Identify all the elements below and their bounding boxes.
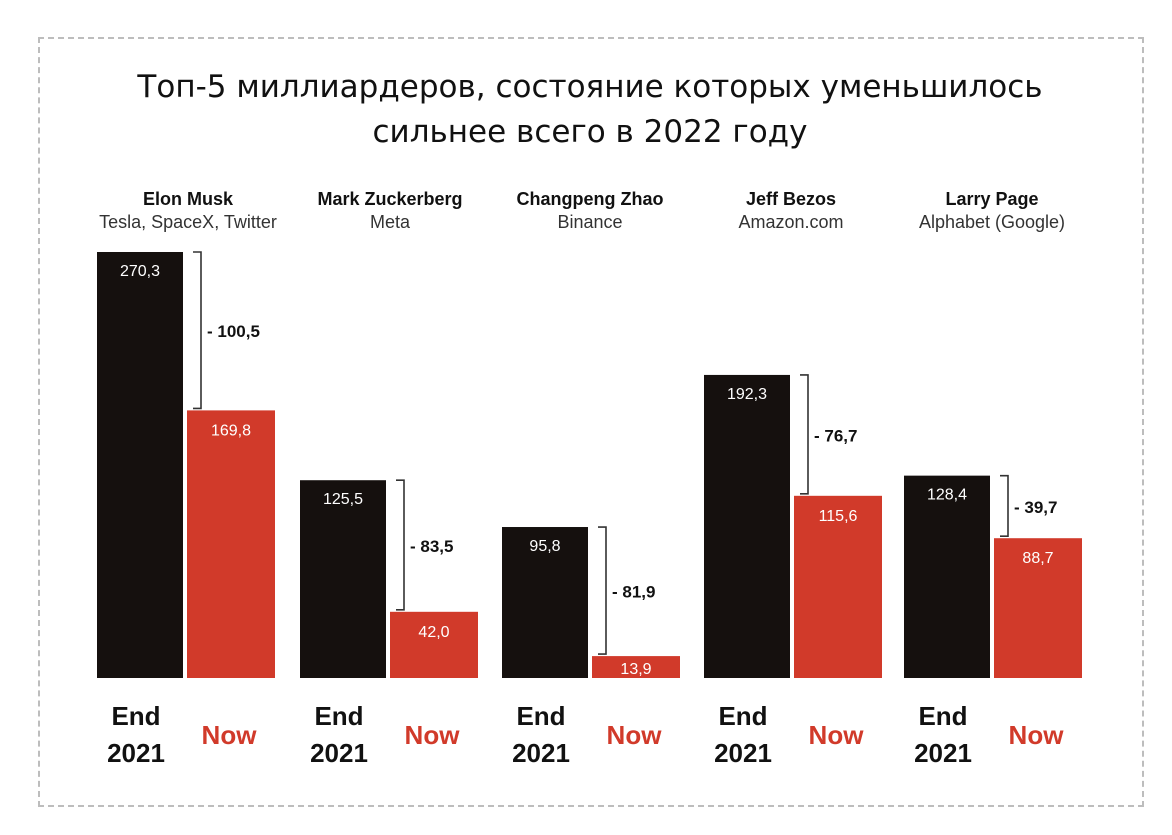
billionaire-name: Changpeng Zhao — [517, 189, 664, 209]
chart-title-line-1: Топ-5 миллиардеров, состояние которых ум… — [137, 69, 1043, 105]
difference-label: - 100,5 — [207, 322, 260, 341]
bar-now — [592, 656, 680, 678]
difference-label: - 76,7 — [814, 426, 857, 445]
x-label-2021: 2021 — [310, 738, 368, 768]
difference-label: - 83,5 — [410, 537, 453, 556]
billionaire-company: Amazon.com — [738, 212, 843, 232]
bar-end-2021 — [904, 475, 990, 678]
bar-end-2021 — [300, 480, 386, 678]
x-label-now: Now — [809, 720, 865, 750]
billionaire-company: Meta — [370, 212, 411, 232]
billionaire-company: Binance — [557, 212, 622, 232]
value-label-end-2021: 125,5 — [323, 491, 363, 508]
difference-bracket — [598, 526, 607, 655]
difference-bracket — [193, 251, 202, 410]
chart-frame — [38, 37, 1144, 807]
difference-label: - 81,9 — [612, 583, 655, 602]
value-label-now: 88,7 — [1022, 550, 1053, 567]
x-label-2021: 2021 — [107, 738, 165, 768]
billionaire-company: Tesla, SpaceX, Twitter — [99, 212, 277, 232]
x-label-2021: 2021 — [914, 738, 972, 768]
difference-bracket — [800, 374, 809, 495]
bar-now — [187, 410, 275, 678]
billionaire-name: Mark Zuckerberg — [317, 189, 462, 209]
bar-now — [794, 495, 882, 678]
bar-end-2021 — [502, 527, 588, 678]
difference-bracket — [396, 479, 405, 611]
x-label-now: Now — [202, 720, 258, 750]
billionaire-name: Jeff Bezos — [746, 189, 836, 209]
value-label-end-2021: 192,3 — [727, 386, 767, 403]
value-label-now: 169,8 — [211, 422, 251, 439]
value-label-end-2021: 95,8 — [529, 538, 560, 555]
bar-end-2021 — [704, 374, 790, 678]
x-label-end: End — [314, 701, 363, 731]
billionaire-company: Alphabet (Google) — [919, 212, 1065, 232]
x-label-end: End — [516, 701, 565, 731]
difference-label: - 39,7 — [1014, 498, 1057, 517]
bar-now — [390, 611, 478, 678]
bar-end-2021 — [97, 252, 183, 678]
billionaire-name: Larry Page — [945, 189, 1038, 209]
x-label-2021: 2021 — [512, 738, 570, 768]
x-label-end: End — [111, 701, 160, 731]
x-label-end: End — [718, 701, 767, 731]
x-label-now: Now — [1009, 720, 1065, 750]
billionaire-name: Elon Musk — [143, 189, 234, 209]
bar-now — [994, 538, 1082, 678]
difference-bracket — [1000, 474, 1009, 538]
value-label-now: 42,0 — [418, 624, 449, 641]
value-label-now: 115,6 — [819, 508, 858, 525]
value-label-now: 13,9 — [620, 661, 651, 678]
x-label-now: Now — [607, 720, 663, 750]
x-label-2021: 2021 — [714, 738, 772, 768]
value-label-end-2021: 270,3 — [120, 263, 160, 280]
chart-title-line-2: сильнее всего в 2022 году — [372, 114, 808, 150]
x-label-end: End — [918, 701, 967, 731]
x-label-now: Now — [405, 720, 461, 750]
value-label-end-2021: 128,4 — [927, 487, 967, 504]
